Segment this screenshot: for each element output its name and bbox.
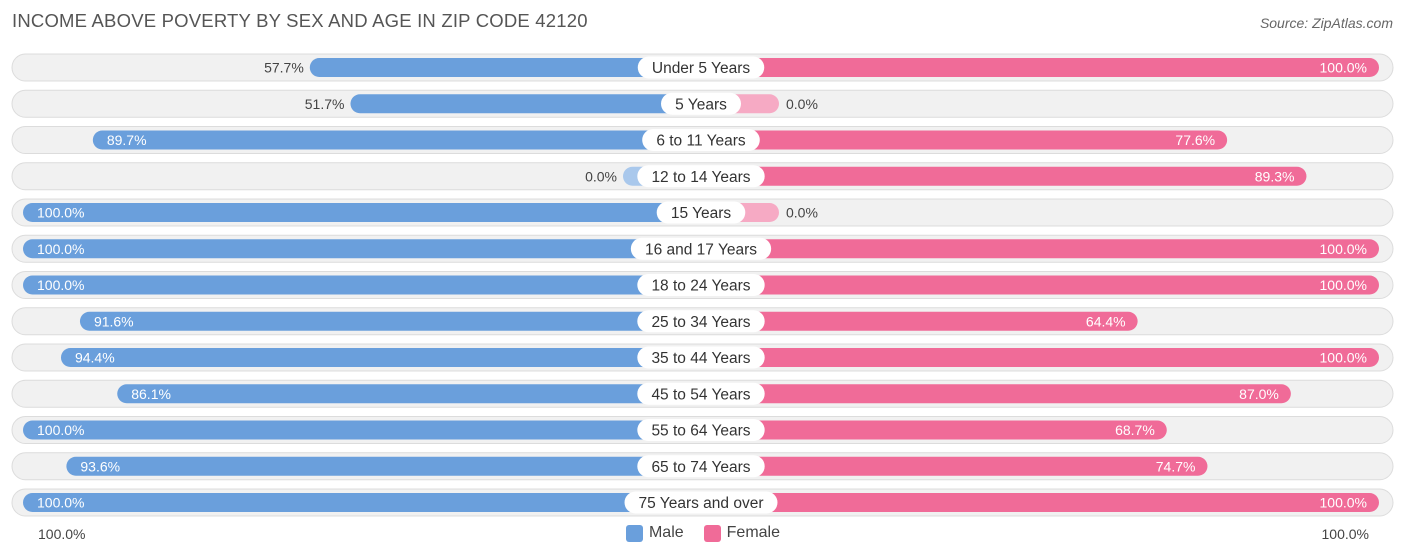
axis-right-label: 100.0% (1321, 526, 1369, 542)
category-pill (642, 129, 760, 151)
category-label: 75 Years and over (639, 495, 764, 512)
female-bar (701, 384, 1291, 404)
male-bar (66, 456, 702, 476)
female-value-label: 100.0% (1320, 241, 1367, 257)
male-value-label: 100.0% (37, 277, 84, 293)
male-bar (309, 58, 701, 77)
category-pill (637, 382, 765, 405)
male-bar (23, 493, 701, 512)
male-value-label: 89.7% (107, 132, 147, 148)
female-value-label: 0.0% (786, 96, 818, 112)
legend-male-label: Male (648, 524, 684, 541)
female-value-label: 100.0% (1320, 277, 1367, 293)
male-bar (350, 94, 701, 114)
category-label: 35 to 44 Years (651, 350, 750, 367)
category-pill (630, 237, 772, 260)
legend: Male Female (0, 524, 1406, 542)
male-bar (79, 311, 701, 331)
female-value-label: 87.0% (1239, 386, 1279, 402)
male-value-label: 100.0% (37, 422, 84, 438)
female-value-label: 100.0% (1320, 350, 1367, 366)
female-bar (701, 456, 1208, 476)
category-label: 25 to 34 Years (651, 314, 750, 331)
female-value-label: 0.0% (786, 205, 818, 221)
category-pill (637, 274, 765, 296)
category-pill (637, 165, 765, 188)
category-label: 15 Years (671, 205, 732, 222)
category-label: 65 to 74 Years (651, 459, 750, 476)
legend-female-label: Female (726, 524, 781, 541)
female-bar (701, 420, 1167, 440)
category-pill (637, 455, 765, 478)
chart-title: INCOME ABOVE POVERTY BY SEX AND AGE IN Z… (12, 10, 588, 31)
female-value-label: 89.3% (1255, 168, 1295, 184)
legend-item-female: Female (703, 524, 781, 542)
legend-item-male: Male (625, 524, 684, 542)
category-pill (637, 310, 765, 333)
male-value-label: 100.0% (37, 205, 84, 221)
category-label: 16 and 17 Years (645, 241, 757, 258)
category-label: 55 to 64 Years (651, 423, 750, 440)
male-value-label: 91.6% (94, 313, 134, 329)
male-value-label: 86.1% (131, 386, 171, 402)
category-label: 5 Years (675, 96, 727, 113)
female-bar (701, 493, 1379, 512)
male-swatch (625, 524, 643, 542)
male-value-label: 100.0% (37, 495, 84, 511)
male-bar (23, 203, 701, 222)
male-value-label: 94.4% (75, 350, 115, 366)
female-bar (701, 130, 1228, 150)
male-bar (23, 420, 701, 440)
male-value-label: 93.6% (80, 458, 120, 474)
category-pill (624, 491, 778, 514)
male-bar (117, 384, 701, 404)
female-value-label: 64.4% (1086, 313, 1126, 329)
male-bar (60, 348, 701, 367)
category-pill (661, 92, 741, 115)
female-bar (701, 348, 1379, 367)
category-label: 18 to 24 Years (651, 278, 750, 295)
category-pill (637, 56, 765, 79)
male-bar (92, 130, 702, 150)
category-pill (637, 346, 765, 369)
category-label: 45 to 54 Years (651, 386, 750, 403)
male-bar (23, 275, 701, 295)
female-value-label: 74.7% (1156, 458, 1196, 474)
female-bar (701, 58, 1379, 77)
female-value-label: 100.0% (1320, 60, 1367, 76)
female-bar (701, 239, 1379, 259)
male-value-label: 51.7% (305, 96, 345, 112)
male-bar (23, 239, 701, 259)
female-swatch (703, 524, 721, 542)
female-value-label: 100.0% (1320, 495, 1367, 511)
female-bar (701, 275, 1379, 295)
category-pill (637, 419, 765, 441)
male-value-label: 0.0% (585, 168, 617, 184)
male-value-label: 57.7% (264, 60, 304, 76)
female-value-label: 68.7% (1115, 422, 1155, 438)
category-label: 6 to 11 Years (656, 133, 746, 150)
female-bar (701, 166, 1307, 186)
category-label: Under 5 Years (652, 60, 750, 77)
chart-area: Under 5 Years 57.7% 100.0% 5 Years 51.7% 0.0%… (11, 53, 1394, 517)
female-value-label: 77.6% (1175, 132, 1215, 148)
source-label: Source: ZipAtlas.com (1259, 15, 1393, 31)
category-label: 12 to 14 Years (651, 169, 750, 186)
axis-left-label: 100.0% (38, 526, 86, 542)
male-value-label: 100.0% (37, 241, 84, 257)
female-bar (701, 311, 1138, 331)
category-pill (656, 201, 746, 224)
